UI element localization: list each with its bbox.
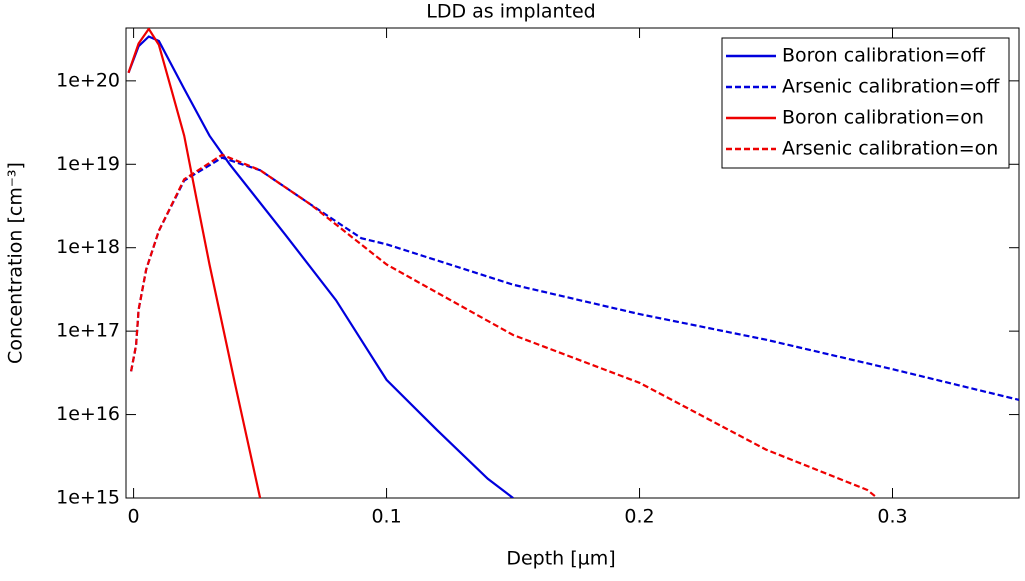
y-tick-label: 1e+20 <box>56 69 120 91</box>
x-tick-label: 0.2 <box>624 506 654 528</box>
y-tick-label: 1e+15 <box>56 487 120 509</box>
chart-title: LDD as implanted <box>426 1 595 23</box>
series-line <box>130 156 1019 401</box>
y-axis-label: Concentration [cm⁻³] <box>5 162 27 364</box>
legend-label: Boron calibration=on <box>782 107 984 129</box>
legend <box>721 37 1010 169</box>
y-tick-label: 1e+16 <box>56 403 120 425</box>
x-tick-label: 0.3 <box>877 506 907 528</box>
series-line <box>127 35 514 498</box>
plot-frame <box>125 27 1020 499</box>
legend-label: Arsenic calibration=off <box>782 76 1000 98</box>
x-axis-label: Depth [µm] <box>506 548 615 570</box>
legend-label: Boron calibration=off <box>782 45 986 67</box>
x-tick-label: 0.1 <box>371 506 401 528</box>
legend-label: Arsenic calibration=on <box>782 138 998 160</box>
y-tick-label: 1e+18 <box>56 236 120 258</box>
series-line <box>130 153 878 498</box>
curves <box>127 28 1019 498</box>
y-tick-label: 1e+17 <box>56 320 120 342</box>
series-line <box>127 28 262 498</box>
x-tick-label: 0 <box>128 506 140 528</box>
y-tick-label: 1e+19 <box>56 153 120 175</box>
